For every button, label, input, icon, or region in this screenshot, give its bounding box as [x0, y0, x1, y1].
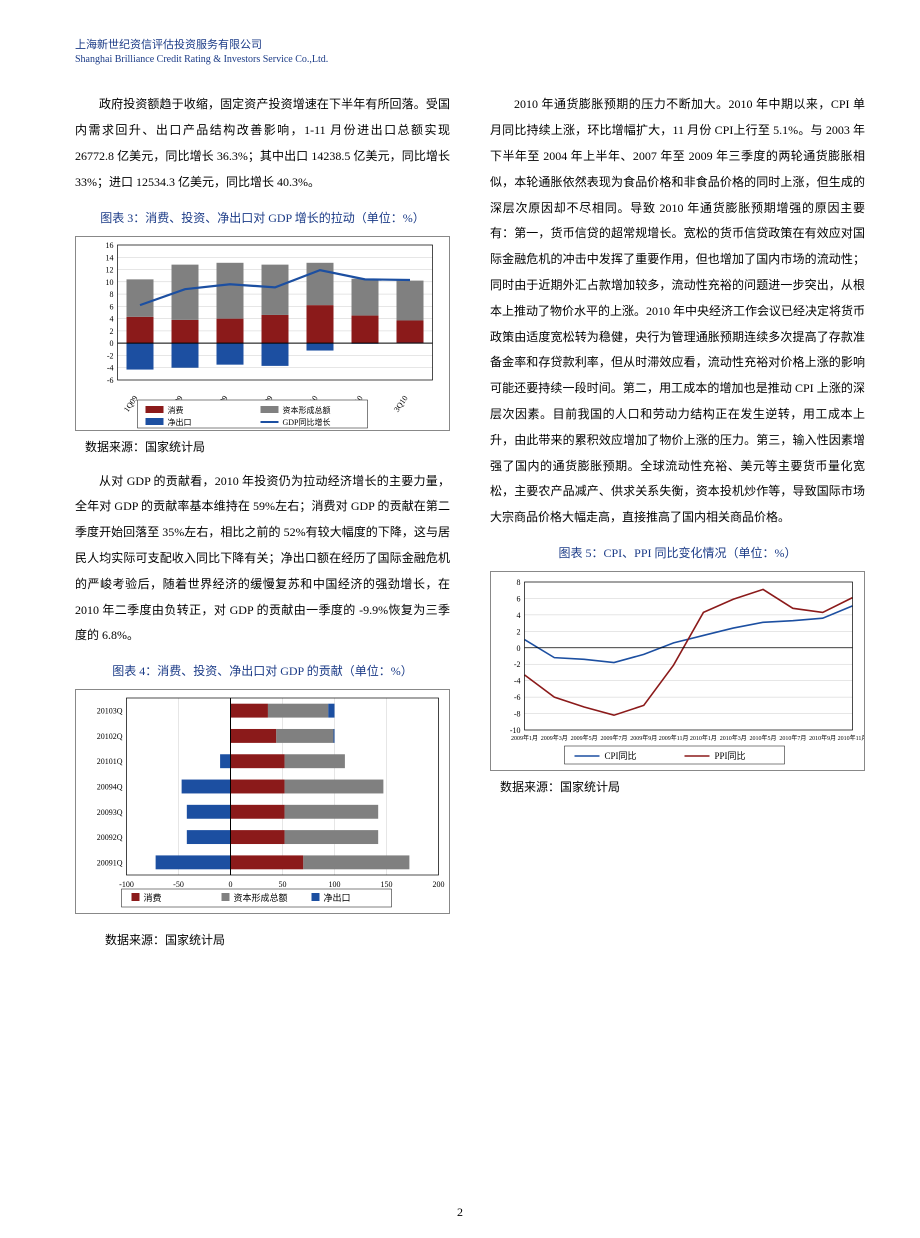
svg-text:16: 16: [106, 241, 114, 250]
header-line2: Shanghai Brilliance Credit Rating & Inve…: [75, 53, 865, 67]
svg-text:200: 200: [433, 880, 445, 889]
svg-text:8: 8: [110, 290, 114, 299]
svg-text:-2: -2: [107, 351, 114, 360]
svg-text:-50: -50: [173, 880, 184, 889]
chart4-source: 数据来源：国家统计局: [105, 928, 450, 952]
svg-text:2009年11月: 2009年11月: [659, 734, 689, 742]
chart5-title: 图表 5：CPI、PPI 同比变化情况（单位：%）: [490, 541, 865, 565]
chart3: -6-4-202468101214161Q092Q093Q094Q091Q102…: [75, 236, 450, 431]
svg-text:2009年3月: 2009年3月: [541, 734, 568, 742]
svg-text:2010年1月: 2010年1月: [690, 734, 717, 742]
svg-text:20093Q: 20093Q: [97, 808, 123, 817]
svg-text:6: 6: [110, 302, 114, 311]
svg-text:20092Q: 20092Q: [97, 833, 123, 842]
svg-text:2009年7月: 2009年7月: [600, 734, 627, 742]
svg-text:消费: 消费: [144, 892, 162, 903]
svg-text:2010年11月: 2010年11月: [838, 734, 864, 742]
svg-text:2: 2: [517, 627, 521, 636]
svg-text:-4: -4: [514, 677, 521, 686]
svg-text:2010年7月: 2010年7月: [779, 734, 806, 742]
svg-text:20102Q: 20102Q: [97, 732, 123, 741]
svg-text:资本形成总额: 资本形成总额: [234, 892, 288, 903]
right-column: 2010 年通货膨胀预期的压力不断加大。2010 年中期以来，CPI 单月同比持…: [490, 92, 865, 962]
svg-text:20101Q: 20101Q: [97, 757, 123, 766]
para-right-1: 2010 年通货膨胀预期的压力不断加大。2010 年中期以来，CPI 单月同比持…: [490, 92, 865, 531]
para-left-1: 政府投资额趋于收缩，固定资产投资增速在下半年有所回落。受国内需求回升、出口产品结…: [75, 92, 450, 195]
svg-text:150: 150: [381, 880, 393, 889]
svg-text:2010年5月: 2010年5月: [750, 734, 777, 742]
page-header: 上海新世纪资信评估投资服务有限公司 Shanghai Brilliance Cr…: [75, 38, 865, 67]
svg-text:2: 2: [110, 326, 114, 335]
svg-text:4: 4: [517, 611, 521, 620]
para-left-2: 从对 GDP 的贡献看，2010 年投资仍为拉动经济增长的主要力量，全年对 GD…: [75, 469, 450, 650]
svg-text:0: 0: [517, 644, 521, 653]
chart3-source: 数据来源：国家统计局: [85, 435, 450, 459]
svg-text:10: 10: [106, 277, 114, 286]
svg-text:12: 12: [106, 265, 114, 274]
svg-text:-2: -2: [514, 660, 521, 669]
svg-text:消费: 消费: [168, 405, 184, 415]
svg-text:1Q09: 1Q09: [122, 394, 140, 414]
svg-text:-100: -100: [119, 880, 134, 889]
svg-text:20091Q: 20091Q: [97, 859, 123, 868]
svg-text:-6: -6: [107, 376, 114, 385]
content-columns: 政府投资额趋于收缩，固定资产投资增速在下半年有所回落。受国内需求回升、出口产品结…: [75, 92, 865, 962]
svg-text:6: 6: [517, 594, 521, 603]
svg-text:0: 0: [229, 880, 233, 889]
svg-text:-6: -6: [514, 693, 521, 702]
svg-text:100: 100: [329, 880, 341, 889]
svg-text:4: 4: [110, 314, 114, 323]
page-number: 2: [0, 1205, 920, 1220]
svg-text:-8: -8: [514, 709, 521, 718]
svg-text:2009年5月: 2009年5月: [571, 734, 598, 742]
svg-text:20094Q: 20094Q: [97, 783, 123, 792]
chart4: -100 -50 0 50 100 150 200 20091Q 20092Q 20093Q 200…: [75, 689, 450, 914]
svg-text:PPI同比: PPI同比: [715, 750, 746, 761]
svg-text:2009年1月: 2009年1月: [511, 734, 538, 742]
svg-text:8: 8: [517, 578, 521, 587]
header-line1: 上海新世纪资信评估投资服务有限公司: [75, 38, 865, 53]
chart5: -10-8-6-4-2024682009年1月2009年3月2009年5月200…: [490, 571, 865, 771]
svg-text:-4: -4: [107, 363, 114, 372]
svg-text:14: 14: [106, 253, 114, 262]
svg-text:20103Q: 20103Q: [97, 707, 123, 716]
svg-text:0: 0: [110, 339, 114, 348]
svg-text:净出口: 净出口: [168, 417, 192, 427]
svg-text:2010年3月: 2010年3月: [720, 734, 747, 742]
svg-text:净出口: 净出口: [324, 892, 351, 903]
chart5-source: 数据来源：国家统计局: [500, 775, 865, 799]
svg-text:GDP同比增长: GDP同比增长: [283, 417, 331, 427]
chart4-title: 图表 4：消费、投资、净出口对 GDP 的贡献（单位：%）: [75, 659, 450, 683]
left-column: 政府投资额趋于收缩，固定资产投资增速在下半年有所回落。受国内需求回升、出口产品结…: [75, 92, 450, 962]
svg-text:50: 50: [279, 880, 287, 889]
svg-text:3Q10: 3Q10: [392, 394, 410, 414]
svg-text:CPI同比: CPI同比: [605, 750, 637, 761]
svg-text:-10: -10: [510, 726, 521, 735]
svg-text:资本形成总额: 资本形成总额: [283, 405, 331, 415]
chart3-title: 图表 3：消费、投资、净出口对 GDP 增长的拉动（单位：%）: [75, 206, 450, 230]
svg-text:2009年9月: 2009年9月: [630, 734, 657, 742]
svg-text:2010年9月: 2010年9月: [809, 734, 836, 742]
